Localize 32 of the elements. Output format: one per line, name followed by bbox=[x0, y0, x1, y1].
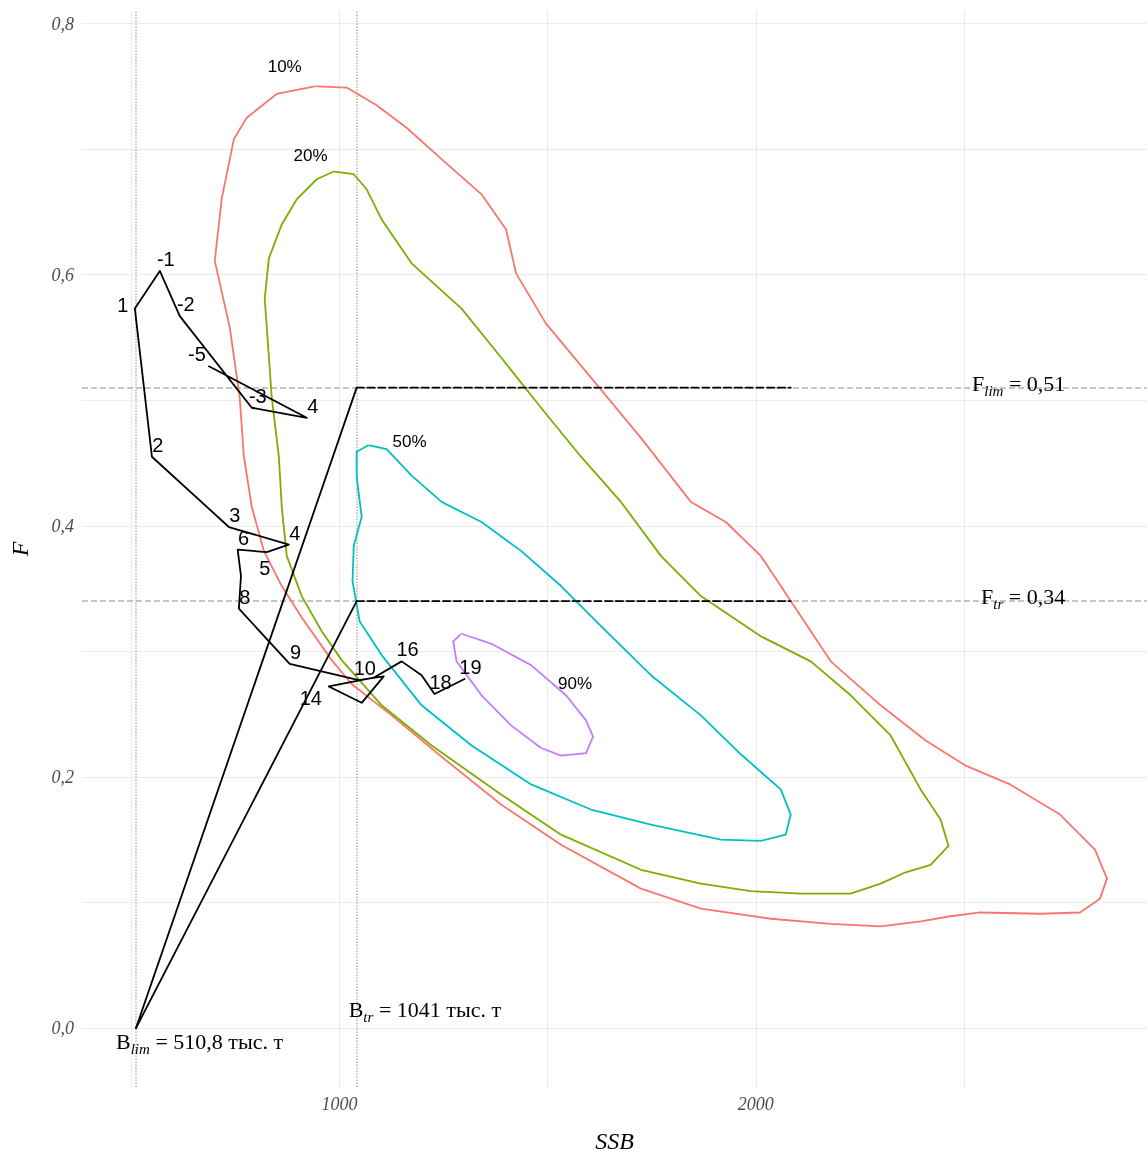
series-label: 20% bbox=[293, 146, 328, 166]
y-tick-label: 0,0 bbox=[51, 1017, 74, 1038]
annotation: -2 bbox=[176, 293, 195, 316]
x-axis-title: SSB bbox=[595, 1128, 635, 1154]
annotation: -5 bbox=[188, 343, 206, 366]
annotation: 19 bbox=[459, 655, 482, 678]
ref-line-label: F$_{lim}$ = 0,51 bbox=[972, 370, 1066, 400]
y-tick-label: 0,6 bbox=[51, 264, 74, 285]
y-axis-title: F bbox=[7, 541, 33, 558]
series-label: 90% bbox=[558, 673, 593, 693]
x-tick-label: 2000 bbox=[737, 1094, 774, 1114]
annotation: 16 bbox=[396, 638, 419, 661]
annotation: 5 bbox=[259, 557, 271, 580]
series-label: 10% bbox=[267, 56, 302, 76]
annotation: 18 bbox=[429, 671, 452, 694]
x-tick-label: 1000 bbox=[321, 1094, 358, 1114]
annotation: 8 bbox=[239, 585, 251, 608]
annotation: 9 bbox=[290, 640, 302, 663]
ref-line-label: F$_{tr}$ = 0,34 bbox=[981, 584, 1066, 613]
y-tick-label: 0,4 bbox=[51, 515, 74, 536]
annotation: 4 bbox=[307, 394, 319, 417]
annotation: 10 bbox=[353, 657, 376, 680]
y-tick-label: 0,8 bbox=[51, 13, 74, 34]
ref-line-label: B$_{tr}$ = 1041 тыс. т bbox=[348, 996, 502, 1026]
annotation: 2 bbox=[152, 433, 164, 456]
annotation: -1 bbox=[156, 247, 175, 270]
ref-line-label: B$_{lim}$ = 510,8 тыс. т bbox=[116, 1028, 284, 1058]
series-label: 50% bbox=[392, 431, 427, 451]
y-tick-label: 0,2 bbox=[51, 766, 74, 787]
annotation: 4 bbox=[289, 521, 301, 544]
annotation: 3 bbox=[229, 504, 241, 527]
annotation: 1 bbox=[117, 293, 129, 316]
